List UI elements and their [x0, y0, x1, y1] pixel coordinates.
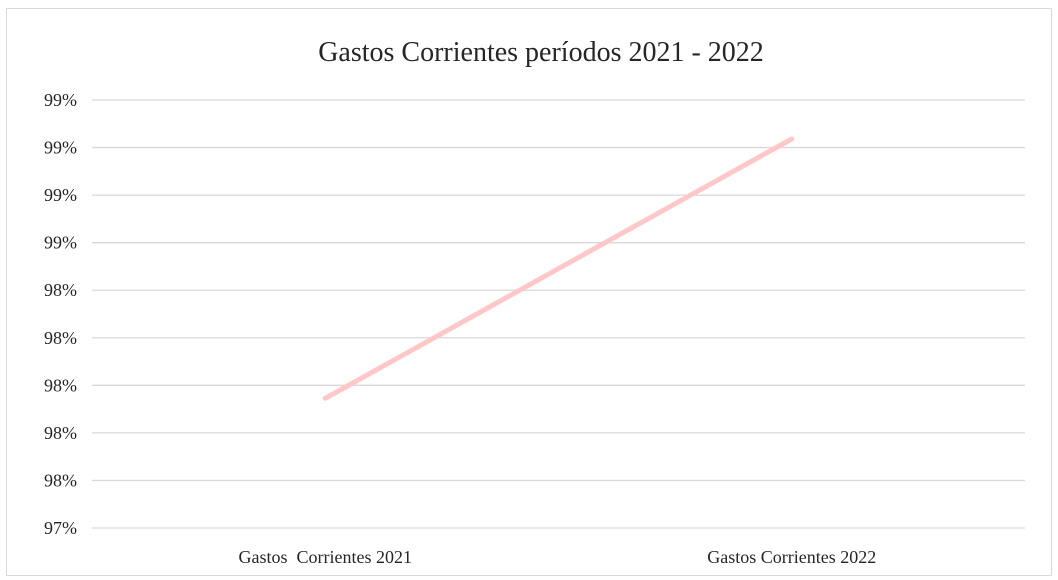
x-tick-label: Gastos Corrientes 2022 [707, 547, 876, 567]
chart-title: Gastos Corrientes períodos 2021 - 2022 [318, 37, 764, 68]
series-line [322, 136, 795, 401]
y-tick-label: 98% [44, 328, 77, 348]
y-tick-label: 99% [44, 185, 77, 205]
y-axis-tick-labels: 97% 98% 98% 98% 98% 98% 99% 99% 99% 99% [44, 90, 77, 538]
gridlines [92, 99, 1025, 529]
y-tick-label: 98% [44, 375, 77, 395]
chart-frame [6, 8, 1052, 576]
y-tick-label: 98% [44, 423, 77, 443]
y-tick-label: 98% [44, 280, 77, 300]
y-tick-label: 97% [44, 518, 77, 538]
y-tick-label: 98% [44, 470, 77, 490]
y-tick-label: 99% [44, 90, 77, 110]
series-lines [322, 136, 795, 401]
x-tick-label: Gastos Corrientes 2021 [239, 547, 412, 567]
x-axis-tick-labels: Gastos Corrientes 2021 Gastos Corrientes … [239, 547, 877, 567]
y-tick-label: 99% [44, 138, 77, 158]
y-tick-label: 99% [44, 233, 77, 253]
